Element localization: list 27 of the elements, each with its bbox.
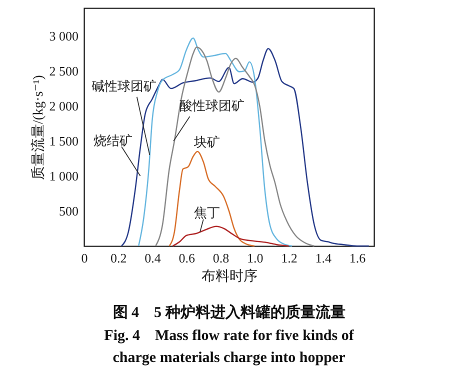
x-tick-label: 0: [81, 250, 88, 266]
y-tick-label: 500: [59, 204, 78, 218]
annotation: 焦丁: [194, 205, 220, 220]
x-tick-label: 1.6: [349, 250, 366, 266]
annotation: 块矿: [192, 134, 220, 150]
y-tick-label: 1 000: [49, 168, 78, 184]
x-tick-label: 0.8: [212, 250, 230, 266]
annotation: 碱性球团矿: [92, 78, 157, 94]
x-axis-title: 布料时序: [202, 268, 258, 284]
y-tick-label: 1 500: [49, 134, 78, 148]
x-tick-label: 1.0: [246, 250, 264, 266]
y-tick-label: 3 000: [49, 28, 78, 44]
y-axis-title: 质量流量/(kg·s⁻¹): [30, 74, 46, 180]
text: Fig. 4 Mass flow rate for five kinds of charge materials charge into hopper: [104, 328, 355, 366]
line-series: [154, 46, 315, 247]
line-series: [168, 150, 256, 247]
x-tick-label: 1.4: [315, 250, 332, 266]
y-tick-label: 2 500: [49, 64, 78, 78]
x-tick-label: 0.4: [144, 250, 162, 266]
y-tick-label: 2 000: [49, 98, 78, 114]
x-tick-label: 1.2: [281, 250, 298, 266]
x-tick-label: 0.6: [178, 250, 196, 266]
x-tick-label: 0.2: [110, 250, 127, 266]
annotation: 烧结矿: [94, 133, 132, 148]
line-series: [172, 226, 290, 247]
annotation: 酸性球团矿: [179, 98, 244, 113]
text: 图 4 5 种炉料进入料罐的质量流量: [112, 303, 346, 321]
